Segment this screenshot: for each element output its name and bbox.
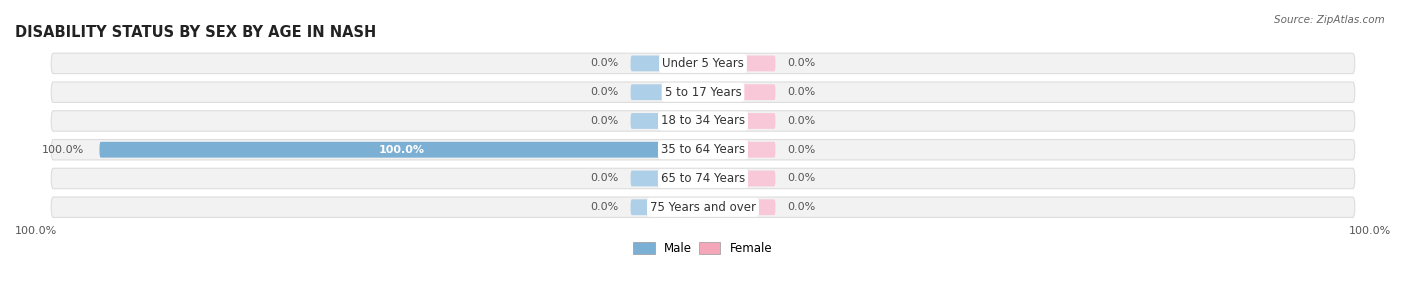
FancyBboxPatch shape xyxy=(630,199,703,215)
FancyBboxPatch shape xyxy=(51,168,1355,189)
Text: 75 Years and over: 75 Years and over xyxy=(650,201,756,214)
FancyBboxPatch shape xyxy=(703,56,776,71)
Text: 100.0%: 100.0% xyxy=(1348,226,1391,236)
FancyBboxPatch shape xyxy=(51,53,1355,74)
Text: 0.0%: 0.0% xyxy=(591,174,619,184)
Text: 0.0%: 0.0% xyxy=(591,202,619,212)
Text: 0.0%: 0.0% xyxy=(787,174,815,184)
FancyBboxPatch shape xyxy=(51,139,1355,160)
Text: 0.0%: 0.0% xyxy=(591,59,619,68)
Text: 0.0%: 0.0% xyxy=(787,87,815,97)
FancyBboxPatch shape xyxy=(630,170,703,186)
FancyBboxPatch shape xyxy=(100,142,703,158)
Text: 0.0%: 0.0% xyxy=(591,116,619,126)
Text: 0.0%: 0.0% xyxy=(787,116,815,126)
FancyBboxPatch shape xyxy=(703,84,776,100)
Text: 35 to 64 Years: 35 to 64 Years xyxy=(661,143,745,156)
FancyBboxPatch shape xyxy=(51,82,1355,102)
Text: 18 to 34 Years: 18 to 34 Years xyxy=(661,114,745,127)
FancyBboxPatch shape xyxy=(630,56,703,71)
FancyBboxPatch shape xyxy=(630,113,703,129)
FancyBboxPatch shape xyxy=(51,111,1355,131)
Text: Source: ZipAtlas.com: Source: ZipAtlas.com xyxy=(1274,15,1385,25)
Text: DISABILITY STATUS BY SEX BY AGE IN NASH: DISABILITY STATUS BY SEX BY AGE IN NASH xyxy=(15,25,377,41)
FancyBboxPatch shape xyxy=(703,170,776,186)
Text: 100.0%: 100.0% xyxy=(378,145,425,155)
FancyBboxPatch shape xyxy=(703,199,776,215)
FancyBboxPatch shape xyxy=(703,142,776,158)
Text: 0.0%: 0.0% xyxy=(787,145,815,155)
Text: 0.0%: 0.0% xyxy=(787,59,815,68)
Text: 65 to 74 Years: 65 to 74 Years xyxy=(661,172,745,185)
Text: 0.0%: 0.0% xyxy=(591,87,619,97)
FancyBboxPatch shape xyxy=(51,197,1355,217)
FancyBboxPatch shape xyxy=(703,113,776,129)
Text: 100.0%: 100.0% xyxy=(15,226,58,236)
Legend: Male, Female: Male, Female xyxy=(628,238,778,260)
Text: 5 to 17 Years: 5 to 17 Years xyxy=(665,86,741,99)
Text: Under 5 Years: Under 5 Years xyxy=(662,57,744,70)
FancyBboxPatch shape xyxy=(630,84,703,100)
Text: 100.0%: 100.0% xyxy=(42,145,84,155)
Text: 0.0%: 0.0% xyxy=(787,202,815,212)
